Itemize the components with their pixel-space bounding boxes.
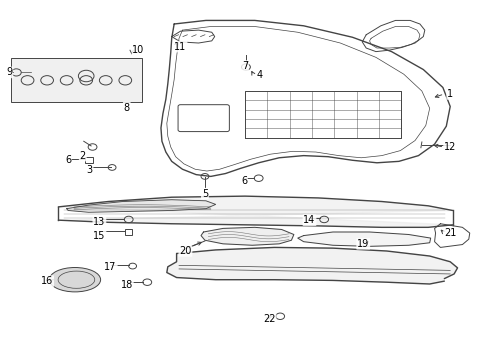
Ellipse shape bbox=[49, 267, 100, 292]
Text: 21: 21 bbox=[444, 228, 456, 238]
Text: 3: 3 bbox=[87, 165, 93, 175]
Text: 2: 2 bbox=[80, 150, 86, 161]
Text: 5: 5 bbox=[202, 189, 208, 199]
Text: 1: 1 bbox=[447, 89, 453, 99]
Text: 17: 17 bbox=[104, 262, 117, 272]
Text: 7: 7 bbox=[242, 61, 248, 71]
Polygon shape bbox=[201, 227, 294, 245]
Text: 19: 19 bbox=[357, 239, 369, 249]
Text: 16: 16 bbox=[41, 276, 53, 286]
Text: 14: 14 bbox=[303, 215, 316, 225]
Text: 18: 18 bbox=[121, 280, 133, 290]
Text: 20: 20 bbox=[179, 246, 192, 256]
Text: 15: 15 bbox=[93, 231, 105, 240]
Text: 12: 12 bbox=[444, 142, 456, 152]
Text: 8: 8 bbox=[123, 103, 130, 113]
Text: 6: 6 bbox=[241, 176, 247, 186]
Text: 10: 10 bbox=[132, 45, 145, 55]
Polygon shape bbox=[67, 200, 216, 212]
Bar bbox=[11, 58, 143, 102]
Polygon shape bbox=[58, 196, 453, 227]
Text: 9: 9 bbox=[6, 67, 13, 77]
Bar bbox=[125, 229, 132, 235]
Text: 13: 13 bbox=[93, 217, 105, 227]
Text: 4: 4 bbox=[257, 70, 263, 80]
Polygon shape bbox=[298, 232, 431, 246]
Text: 22: 22 bbox=[263, 314, 276, 324]
Bar bbox=[85, 157, 93, 163]
Polygon shape bbox=[167, 247, 458, 284]
Text: 11: 11 bbox=[174, 42, 187, 51]
Text: 6: 6 bbox=[65, 155, 71, 165]
